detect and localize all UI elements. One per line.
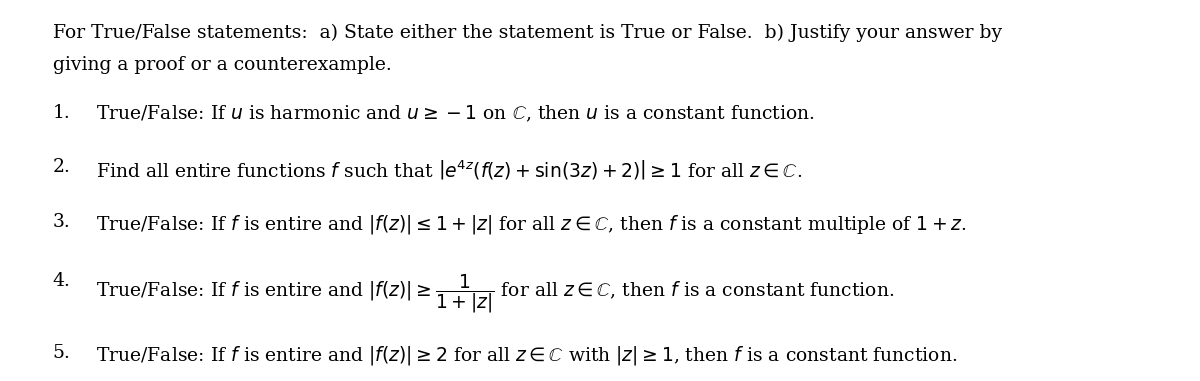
Text: 2.: 2. — [53, 158, 71, 176]
Text: Find all entire functions $f$ such that $\left|e^{4z}(f(z) + \sin(3z) + 2)\right: Find all entire functions $f$ such that … — [96, 158, 802, 182]
Text: True/False: If $f$ is entire and $|f(z)| \geq \dfrac{1}{1+|z|}$ for all $z \in \: True/False: If $f$ is entire and $|f(z)|… — [96, 272, 894, 315]
Text: 5.: 5. — [53, 344, 71, 362]
Text: 1.: 1. — [53, 104, 71, 122]
Text: giving a proof or a counterexample.: giving a proof or a counterexample. — [53, 56, 391, 74]
Text: True/False: If $f$ is entire and $|f(z)| \leq 1+|z|$ for all $z \in \mathbb{C}$,: True/False: If $f$ is entire and $|f(z)|… — [96, 213, 966, 236]
Text: 3.: 3. — [53, 213, 71, 231]
Text: For True/False statements:  a) State either the statement is True or False.  b) : For True/False statements: a) State eith… — [53, 24, 1002, 42]
Text: True/False: If $u$ is harmonic and $u \geq -1$ on $\mathbb{C}$, then $u$ is a co: True/False: If $u$ is harmonic and $u \g… — [96, 104, 815, 124]
Text: 4.: 4. — [53, 272, 71, 290]
Text: True/False: If $f$ is entire and $|f(z)| \geq 2$ for all $z \in \mathbb{C}$ with: True/False: If $f$ is entire and $|f(z)|… — [96, 344, 958, 367]
